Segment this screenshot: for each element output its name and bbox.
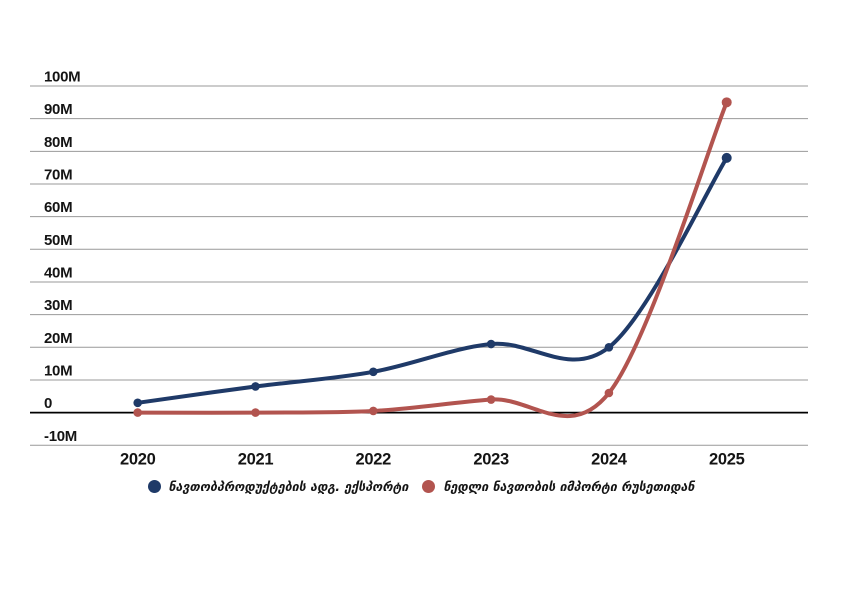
y-tick-label: 70M	[44, 166, 72, 183]
y-tick-label: 80M	[44, 134, 72, 151]
y-tick-label: 60M	[44, 199, 72, 216]
y-tick-label: 0	[44, 395, 52, 412]
x-tick-label: 2023	[473, 451, 509, 469]
x-tick-label: 2022	[356, 451, 392, 469]
x-tick-label: 2024	[591, 451, 628, 469]
x-tick-label: 2020	[120, 451, 156, 469]
x-tick-label: 2021	[238, 451, 274, 469]
data-point	[604, 388, 614, 398]
data-point	[721, 152, 732, 163]
y-tick-label: -10M	[44, 428, 77, 445]
data-point	[251, 408, 260, 417]
legend-marker-imports-icon	[422, 480, 436, 493]
data-point	[486, 339, 496, 349]
y-tick-label: 50M	[44, 232, 72, 249]
y-tick-label: 10M	[44, 362, 72, 379]
legend-label-exports: ნავთობპროდუქტების ადგ. ექსპორტი	[168, 479, 409, 494]
legend-label-imports: ნედლი ნავთობის იმპორტი რუსეთიდან	[443, 479, 695, 494]
data-point	[133, 408, 142, 417]
y-tick-label: 90M	[44, 101, 72, 118]
series-line-1	[135, 100, 729, 418]
data-point	[721, 97, 732, 108]
y-tick-label: 100M	[44, 69, 80, 86]
legend-marker-exports-icon	[147, 480, 161, 493]
y-tick-label: 40M	[44, 264, 72, 281]
data-point	[369, 367, 378, 377]
data-point	[133, 398, 142, 408]
legend-item-exports: ნავთობპროდუქტების ადგ. ექსპორტი	[147, 479, 409, 494]
data-point	[486, 395, 496, 404]
data-point	[251, 382, 260, 391]
y-tick-label: 30M	[44, 297, 72, 314]
data-point	[369, 406, 378, 416]
legend: ნავთობპროდუქტების ადგ. ექსპორტი ნედლი ნა…	[0, 479, 842, 494]
data-point	[604, 342, 614, 352]
legend-item-imports: ნედლი ნავთობის იმპორტი რუსეთიდან	[422, 479, 694, 494]
x-tick-label: 2025	[709, 451, 745, 469]
series-line-0	[135, 155, 729, 405]
y-tick-label: 20M	[44, 330, 72, 347]
